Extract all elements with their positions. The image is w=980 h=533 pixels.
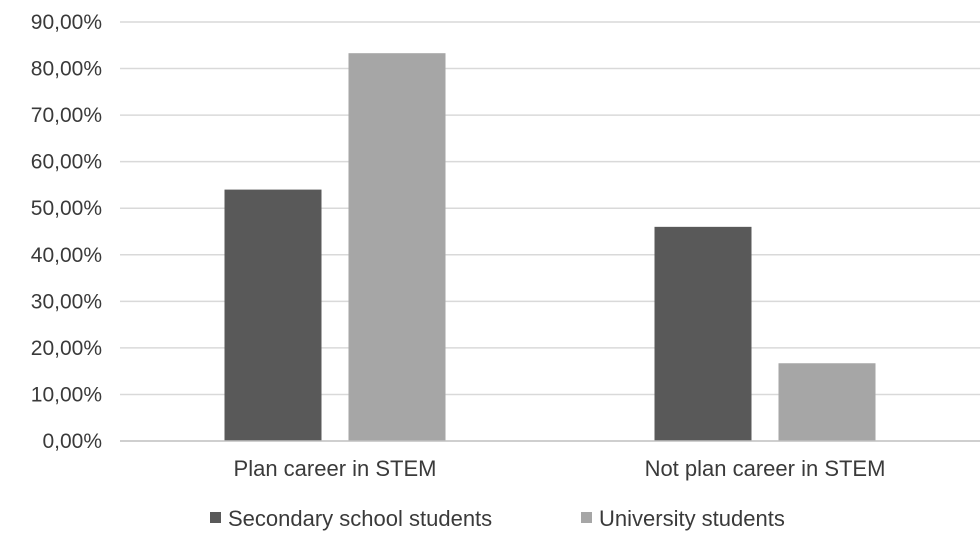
y-tick-label: 20,00% bbox=[31, 337, 102, 360]
legend-label: Secondary school students bbox=[228, 506, 492, 531]
y-tick-label: 0,00% bbox=[42, 430, 102, 453]
y-tick-label: 80,00% bbox=[31, 58, 102, 81]
y-tick-label: 90,00% bbox=[31, 11, 102, 34]
y-tick-label: 40,00% bbox=[31, 244, 102, 267]
y-tick-label: 70,00% bbox=[31, 104, 102, 127]
y-axis-tick-labels: 0,00% 10,00% 20,00% 30,00% 40,00% 50,00% 60,00… bbox=[31, 11, 102, 453]
legend-swatch bbox=[581, 512, 592, 523]
legend: Secondary school students University stud… bbox=[210, 506, 785, 531]
y-tick-label: 50,00% bbox=[31, 197, 102, 220]
category-labels: Plan career in STEM Not plan career in ST… bbox=[234, 456, 886, 481]
category-label: Not plan career in STEM bbox=[645, 456, 886, 481]
bar-university-plan bbox=[348, 53, 446, 441]
legend-label: University students bbox=[599, 506, 785, 531]
bar-secondary-plan bbox=[224, 189, 322, 441]
legend-swatch bbox=[210, 512, 221, 523]
category-label: Plan career in STEM bbox=[234, 456, 437, 481]
bar-university-not-plan bbox=[778, 363, 876, 441]
y-tick-label: 30,00% bbox=[31, 290, 102, 313]
y-tick-label: 10,00% bbox=[31, 383, 102, 406]
bars bbox=[224, 53, 876, 441]
y-tick-label: 60,00% bbox=[31, 151, 102, 174]
bar-secondary-not-plan bbox=[654, 226, 752, 441]
